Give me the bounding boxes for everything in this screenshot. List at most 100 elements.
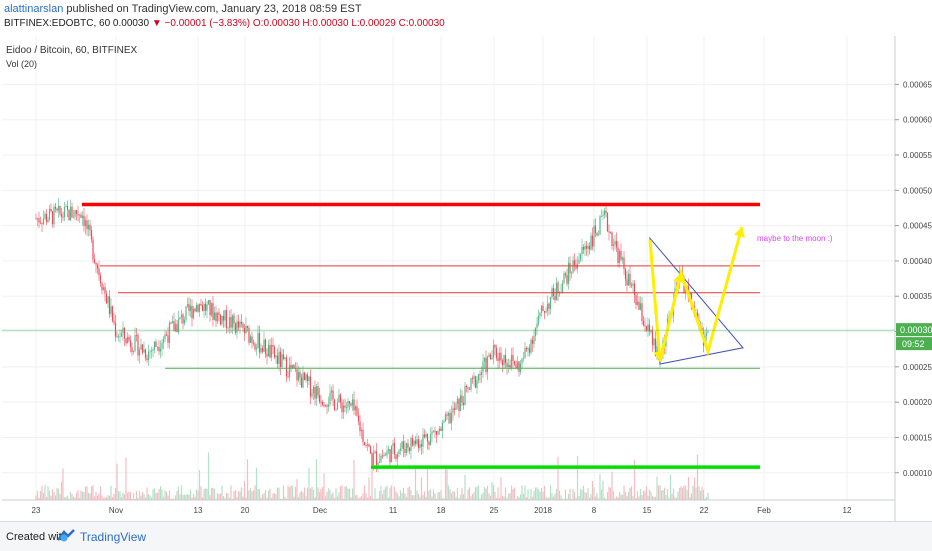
- volume-bar: [698, 486, 700, 500]
- candle-body: [408, 447, 411, 451]
- volume-bar: [587, 487, 589, 500]
- volume-bar: [350, 497, 352, 500]
- candle-body: [479, 374, 481, 376]
- candle-body: [609, 232, 612, 234]
- candle-body: [441, 422, 444, 431]
- volume-bar: [654, 496, 657, 500]
- candle-body: [275, 355, 277, 358]
- candle-body: [128, 336, 130, 341]
- candle-body: [542, 305, 544, 311]
- candle-body: [371, 453, 373, 465]
- volume-bar: [131, 498, 133, 500]
- volume-bar: [231, 498, 234, 500]
- y-axis-ticks: 0.00065 0.00060 0.00055 0.00050 0.00045 0.000…: [895, 80, 932, 478]
- candle-body: [92, 239, 94, 260]
- candle-body: [234, 323, 237, 333]
- volume-bar: [233, 491, 235, 500]
- volume-bar: [419, 496, 421, 500]
- volume-bar: [77, 490, 79, 500]
- candle-body: [404, 448, 406, 453]
- candle-body: [83, 215, 85, 227]
- price-chart[interactable]: maybe to the moon :) 0.000650.000600.000…: [0, 0, 932, 521]
- volume-bar: [207, 452, 210, 500]
- volume-bar: [189, 489, 192, 500]
- candle-body: [545, 311, 547, 313]
- volume-bar: [687, 476, 690, 500]
- candle-body: [300, 377, 303, 388]
- volume-bar: [641, 494, 643, 500]
- candle-body: [621, 257, 624, 260]
- candle-body: [452, 408, 454, 413]
- volume-bar: [410, 489, 412, 500]
- projection-arrow[interactable]: [648, 226, 744, 362]
- volume-bar: [501, 495, 504, 500]
- candle-body: [108, 296, 111, 314]
- candle-body: [93, 259, 96, 263]
- candle-body: [131, 346, 133, 353]
- created-with-text: Created with: [6, 531, 68, 543]
- volume-bar: [666, 488, 669, 500]
- candle-body: [87, 224, 90, 230]
- candle-body: [518, 361, 520, 372]
- volume-bar: [690, 493, 693, 500]
- candle-body: [215, 312, 217, 322]
- volume-bar: [414, 466, 417, 500]
- volume-bar: [591, 480, 594, 500]
- volume-bar: [675, 498, 678, 500]
- author-link[interactable]: alattinarslan: [4, 3, 64, 15]
- publish-header: alattinarslan published on TradingView.c…: [4, 3, 362, 15]
- candle-body: [471, 378, 474, 379]
- candle-body: [101, 283, 103, 291]
- candle-body: [251, 336, 253, 343]
- candle-body: [194, 308, 196, 312]
- candle-body: [638, 301, 640, 310]
- candle-body: [473, 376, 475, 379]
- candle-body: [623, 257, 625, 270]
- candle-body: [617, 247, 619, 264]
- candle-body: [429, 434, 432, 446]
- volume-bar: [305, 496, 307, 500]
- volume-bar: [464, 474, 466, 500]
- volume-bar: [689, 496, 691, 500]
- candle-body: [627, 273, 630, 286]
- candle-body: [437, 431, 439, 435]
- volume-bar: [386, 485, 388, 500]
- volume-bar: [240, 487, 243, 500]
- candle-body: [549, 297, 552, 309]
- volume-bar: [111, 497, 114, 500]
- volume-bar: [575, 498, 577, 500]
- volume-bar: [497, 487, 499, 500]
- volume-bar: [120, 497, 123, 500]
- candle-body: [420, 444, 423, 447]
- volume-bar: [492, 485, 495, 500]
- current-price-label: 0.00030: [900, 325, 932, 335]
- candle-body: [65, 206, 67, 207]
- candle-body: [407, 443, 409, 448]
- candle-body: [654, 338, 657, 356]
- candle-body: [506, 363, 508, 367]
- candle-body: [630, 285, 633, 286]
- candle-body: [455, 403, 457, 410]
- candle-body: [641, 303, 643, 321]
- candle-body: [236, 321, 238, 333]
- candle-body: [293, 364, 295, 369]
- volume-bar: [491, 481, 493, 500]
- volume-bar: [375, 498, 378, 500]
- volume-bar: [50, 495, 52, 500]
- volume-bar: [549, 485, 552, 500]
- candle-body: [171, 321, 174, 324]
- candle-body: [482, 361, 484, 373]
- volume-bar: [558, 490, 561, 500]
- y-tick-label: 0.00015: [903, 433, 932, 442]
- volume-bar: [203, 489, 205, 500]
- candle-body: [296, 369, 298, 381]
- volume-bar: [159, 485, 162, 500]
- volume-bar: [92, 485, 94, 500]
- candle-body: [227, 327, 229, 329]
- volume-bar: [326, 491, 328, 500]
- volume-bar: [467, 489, 469, 500]
- volume-bar: [563, 498, 565, 500]
- tradingview-brand-link[interactable]: TradingView: [80, 530, 147, 544]
- volume-bar: [704, 498, 706, 500]
- candle-body: [204, 303, 207, 311]
